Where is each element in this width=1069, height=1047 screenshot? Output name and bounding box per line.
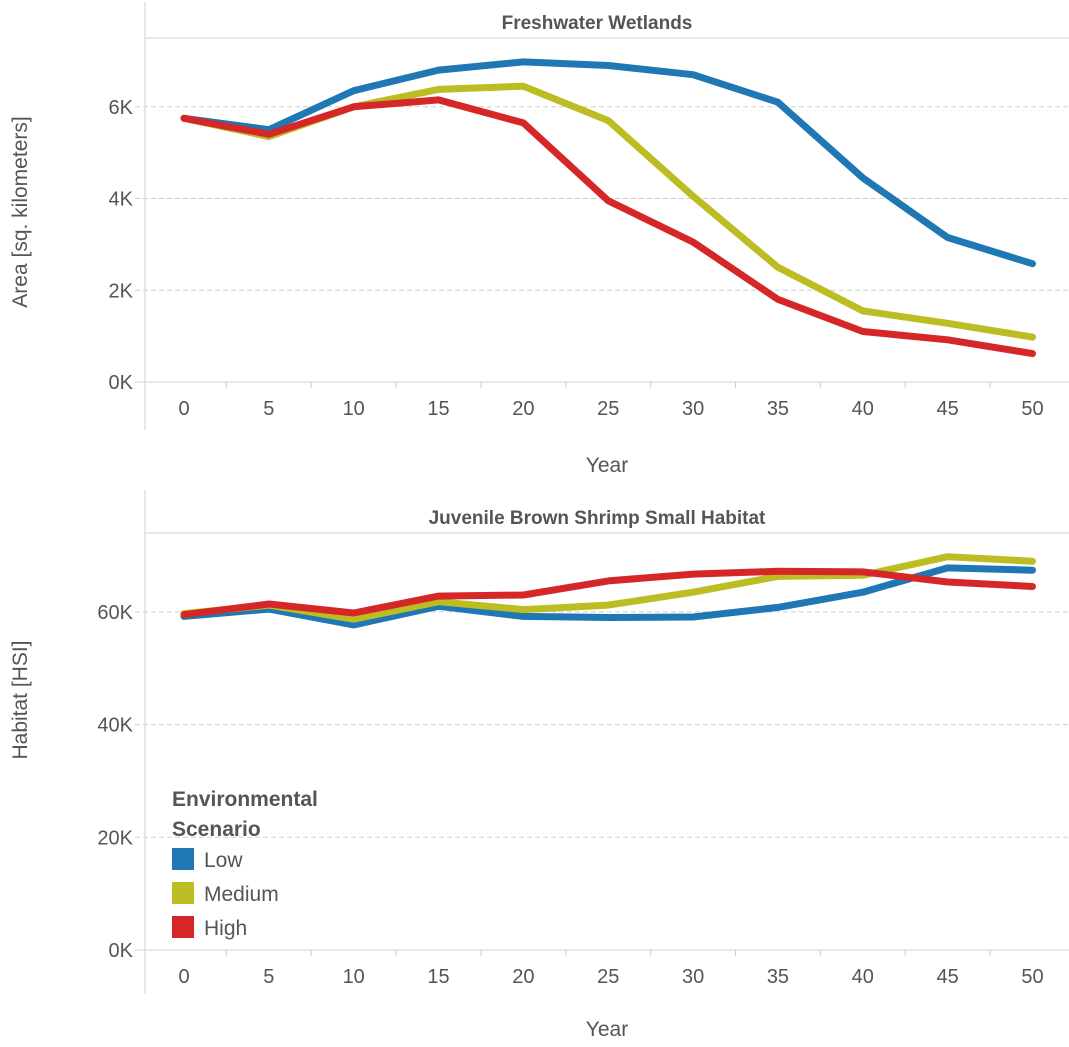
chart-1-x-tick-label: 5 <box>263 398 274 420</box>
chart-2-title: Juvenile Brown Shrimp Small Habitat <box>429 508 766 529</box>
chart-2-x-tick-label: 0 <box>178 966 189 988</box>
chart-2-x-tick-label: 25 <box>597 966 619 988</box>
chart-2-x-tick-label: 50 <box>1021 966 1043 988</box>
chart-1-x-tick-label: 15 <box>427 398 449 420</box>
chart-2-y-tick-label: 40K <box>97 715 133 737</box>
chart-1-x-tick-label: 40 <box>852 398 874 420</box>
legend-label-medium: Medium <box>204 883 279 906</box>
chart-1-x-tick-label: 25 <box>597 398 619 420</box>
chart-1-y-tick-label: 6K <box>109 97 134 119</box>
chart-1-x-axis-title: Year <box>586 454 628 477</box>
legend-title-line2: Scenario <box>172 818 261 841</box>
chart-2-y-axis-title: Habitat [HSI] <box>9 640 32 759</box>
chart-2-x-tick-label: 20 <box>512 966 534 988</box>
chart-2-x-tick-label: 45 <box>937 966 959 988</box>
chart-1-x-tick-label: 35 <box>767 398 789 420</box>
legend-label-high: High <box>204 917 247 940</box>
chart-2-x-tick-label: 35 <box>767 966 789 988</box>
chart-1-y-tick-label: 0K <box>109 372 134 394</box>
chart-2-series-low-line <box>180 564 1036 629</box>
chart-2-x-axis-title: Year <box>586 1018 628 1041</box>
chart-2-series-medium-line <box>180 553 1036 623</box>
chart-2-x-tick-label: 40 <box>852 966 874 988</box>
chart-1-y-tick-label: 4K <box>109 189 134 211</box>
chart-1-title: Freshwater Wetlands <box>502 13 693 34</box>
chart-2-y-tick-label: 0K <box>109 940 134 962</box>
legend-label-low: Low <box>204 849 243 872</box>
chart-2-y-tick-label: 60K <box>97 602 133 624</box>
chart-2-x-tick-label: 15 <box>427 966 449 988</box>
chart-1-x-tick-label: 50 <box>1021 398 1043 420</box>
chart-2-y-tick-label: 20K <box>97 827 133 849</box>
chart-2-x-tick-label: 5 <box>263 966 274 988</box>
chart-1-x-tick-label: 45 <box>937 398 959 420</box>
chart-1-x-tick-label: 20 <box>512 398 534 420</box>
chart-1-x-tick-label: 0 <box>178 398 189 420</box>
chart-2-x-tick-label: 30 <box>682 966 704 988</box>
chart-1-series-low-line <box>180 58 1036 268</box>
chart-2-series-high-line <box>180 567 1036 619</box>
chart-1-y-tick-label: 2K <box>109 280 134 302</box>
chart-2-x-tick-label: 10 <box>343 966 365 988</box>
chart-1-y-axis-title: Area [sq. kilometers] <box>9 116 32 307</box>
chart-1-x-tick-label: 30 <box>682 398 704 420</box>
chart-1-x-tick-label: 10 <box>343 398 365 420</box>
legend-swatch-medium <box>172 882 194 904</box>
chart-1-series-high-line <box>180 96 1036 358</box>
legend-swatch-high <box>172 916 194 938</box>
legend-swatch-low <box>172 848 194 870</box>
legend-title-line1: Environmental <box>172 788 318 811</box>
